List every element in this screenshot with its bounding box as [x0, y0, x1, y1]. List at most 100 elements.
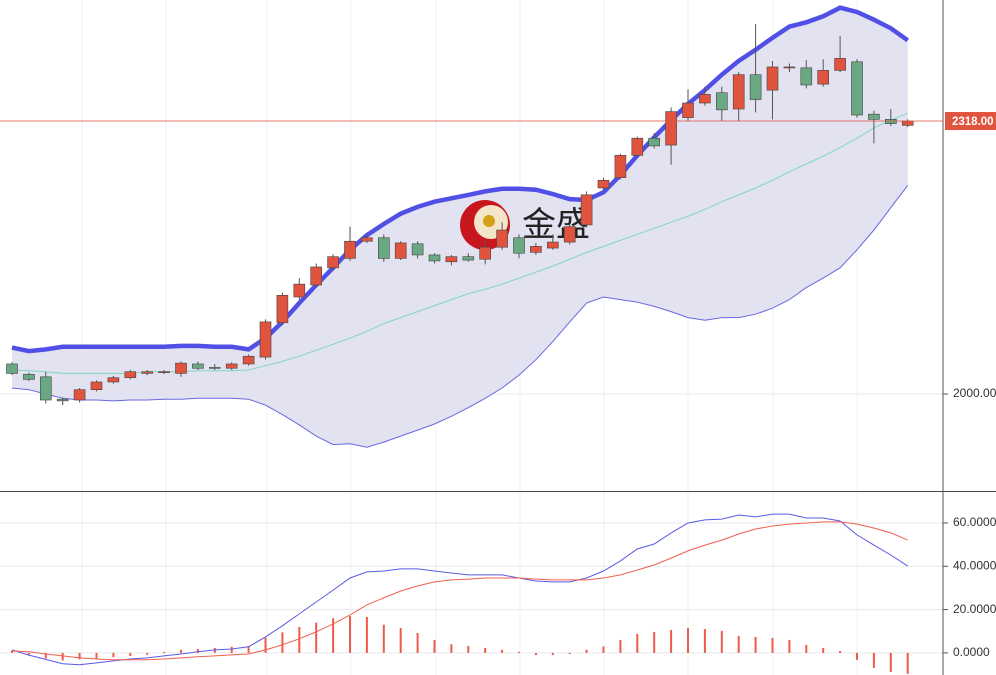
histogram-bar [518, 651, 520, 653]
candle-body [445, 256, 458, 263]
candle-body [749, 74, 762, 100]
candle-body [90, 381, 103, 391]
y-tick-label: 0.0000 [953, 645, 990, 659]
histogram-bar [129, 652, 132, 656]
indicator-line [11, 521, 908, 661]
histogram-bar [230, 646, 233, 653]
histogram-bar [619, 639, 622, 653]
candle-body [462, 256, 475, 261]
candle-body [851, 61, 863, 116]
histogram-bar [27, 652, 30, 656]
candle-body [56, 398, 69, 402]
candle-body [141, 371, 153, 374]
candle-body [242, 355, 255, 365]
candle-body [580, 194, 593, 226]
candle-body [23, 373, 35, 380]
candle-body [800, 67, 813, 86]
candle-body [631, 137, 644, 156]
histogram-bar [247, 645, 250, 653]
histogram-bar [737, 636, 740, 653]
candle-body [699, 94, 711, 104]
histogram-bar [687, 628, 689, 653]
histogram-bar [61, 652, 64, 661]
histogram-bar [382, 624, 385, 653]
histogram-bar [95, 652, 98, 659]
candle-body [682, 102, 694, 118]
candle-body [39, 376, 52, 401]
candle-body [513, 237, 525, 254]
y-tick-label: 20.0000 [953, 602, 996, 616]
candle-body [107, 377, 120, 383]
histogram-bar [298, 626, 301, 653]
candle-body [124, 371, 137, 378]
histogram-bar [163, 651, 166, 653]
candle-body [530, 246, 542, 253]
candle-body [73, 389, 86, 401]
candle-body [766, 66, 779, 91]
candle-body [614, 155, 627, 178]
histogram-bar [349, 616, 351, 653]
y-tick-label: 40.0000 [953, 558, 996, 572]
histogram-bar [889, 652, 892, 672]
candle-body [6, 363, 18, 374]
histogram-bar [416, 632, 419, 653]
price-tag [945, 112, 996, 131]
y-tick-label: 60.0000 [953, 515, 996, 529]
candle-body [293, 283, 306, 298]
histogram-bar [44, 652, 47, 659]
candle-body [411, 243, 424, 256]
candle-body [394, 242, 407, 259]
histogram-bar [788, 639, 791, 653]
histogram-bar [720, 630, 723, 653]
histogram-bar [585, 649, 588, 653]
candle-body [377, 237, 390, 259]
histogram-bar [754, 636, 757, 653]
candle-body [479, 246, 492, 260]
candle-body [428, 254, 441, 262]
histogram-bar [771, 637, 774, 653]
histogram-bar [501, 649, 504, 653]
candle-body [648, 137, 661, 147]
histogram-bar [839, 650, 842, 653]
candle-body [868, 113, 880, 120]
histogram-bar [670, 629, 673, 653]
histogram-bar [551, 652, 554, 656]
histogram-bar [315, 622, 318, 653]
histogram-bar [281, 632, 284, 653]
histogram-bar [467, 645, 470, 653]
candle-body [546, 241, 559, 249]
histogram-bar [433, 639, 436, 653]
candle-body [310, 266, 323, 286]
histogram-bar [399, 628, 402, 653]
histogram-bar [568, 652, 571, 654]
histogram-bar [196, 649, 199, 653]
candle-body [901, 120, 914, 126]
overlay-line [11, 185, 909, 448]
candle-body [276, 294, 289, 324]
histogram-bar [264, 637, 267, 653]
histogram-bar [805, 644, 808, 653]
histogram-bar [112, 652, 115, 658]
histogram-bar [213, 647, 216, 653]
histogram-bar [450, 644, 453, 653]
candle-body [563, 226, 576, 243]
histogram-bar [365, 616, 368, 653]
candle-body [209, 367, 221, 369]
histogram-bar [636, 633, 639, 653]
candle-body [834, 58, 846, 71]
price-tag-label: 2318.00 [952, 116, 994, 128]
candle-body [192, 363, 204, 369]
histogram-bar [146, 652, 149, 655]
logo-ball [483, 215, 495, 227]
overlay-line [11, 5, 910, 354]
histogram-bar [484, 647, 487, 653]
candle-body [665, 111, 677, 146]
histogram-bar [822, 647, 825, 653]
histogram-bar [11, 650, 13, 653]
histogram-bar [906, 652, 909, 674]
candle-body [715, 92, 728, 111]
histogram-bar [602, 646, 605, 653]
histogram-bar [653, 631, 656, 653]
histogram-bar [703, 629, 706, 653]
